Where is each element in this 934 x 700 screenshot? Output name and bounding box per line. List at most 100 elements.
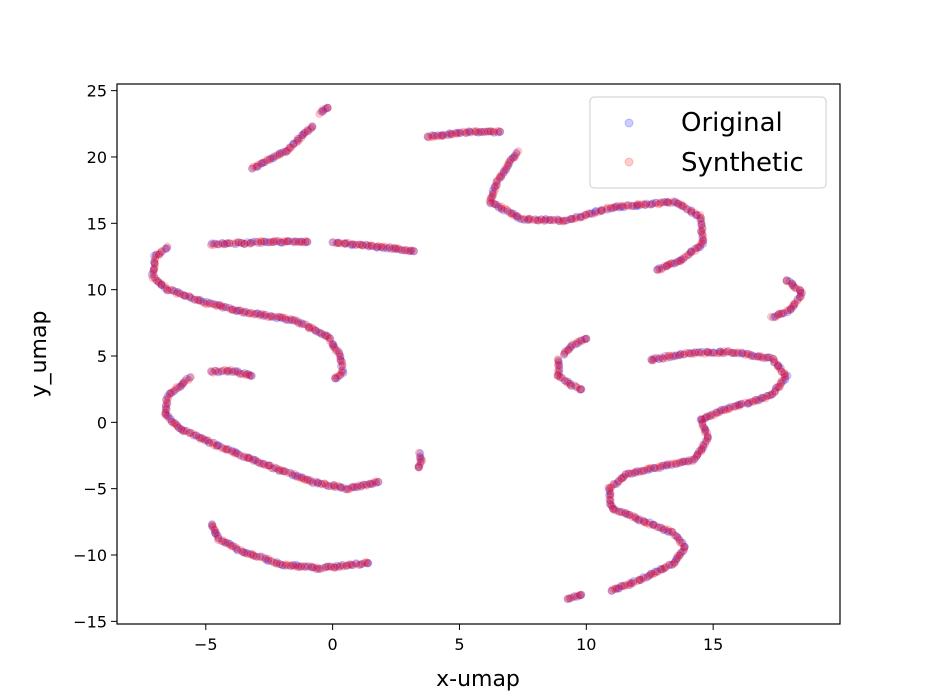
scatter-point [214, 368, 223, 377]
scatter-point [673, 533, 682, 542]
scatter-point [611, 202, 620, 211]
scatter-point [285, 561, 294, 570]
scatter-point [646, 465, 655, 474]
scatter-point [623, 510, 632, 519]
scatter-point [333, 372, 342, 381]
scatter-point [770, 356, 779, 365]
scatter-point [717, 348, 726, 357]
scatter-point [781, 372, 790, 381]
scatter-point [290, 316, 299, 325]
scatter-point [202, 300, 211, 309]
scatter-point [250, 310, 259, 319]
scatter-point [277, 314, 286, 323]
scatter-point [577, 385, 586, 394]
scatter-point [282, 315, 291, 324]
scatter-point [258, 158, 267, 167]
scatter-point [629, 577, 638, 586]
scatter-point [234, 238, 243, 247]
scatter-point [164, 412, 173, 421]
scatter-point [537, 215, 546, 224]
scatter-point [179, 426, 188, 435]
scatter-point [324, 481, 333, 490]
scatter-point [610, 480, 619, 489]
scatter-point [567, 381, 576, 390]
scatter-point [664, 528, 673, 537]
scatter-point [326, 334, 335, 343]
scatter-point [605, 491, 614, 500]
scatter-point [686, 248, 695, 257]
scatter-point [250, 455, 259, 464]
scatter-point [690, 349, 699, 358]
scatter-point [324, 333, 333, 342]
scatter-point [336, 356, 345, 365]
scatter-point [652, 198, 661, 207]
scatter-point [775, 364, 784, 373]
scatter-point [295, 237, 304, 246]
scatter-point [621, 470, 630, 479]
scatter-point [416, 449, 425, 458]
scatter-point [210, 239, 219, 248]
scatter-point [190, 295, 199, 304]
scatter-point [294, 134, 303, 143]
scatter-point [212, 442, 221, 451]
scatter-point [609, 204, 618, 213]
scatter-point [173, 288, 182, 297]
scatter-point [436, 131, 445, 140]
scatter-point [300, 128, 309, 137]
scatter-point [253, 309, 262, 318]
scatter-point [163, 286, 172, 295]
scatter-point [233, 306, 242, 315]
scatter-point [770, 358, 779, 367]
scatter-point [323, 103, 332, 113]
scatter-point [213, 300, 222, 309]
scatter-point [692, 348, 701, 357]
scatter-point [326, 563, 335, 572]
scatter-point [246, 309, 255, 318]
scatter-point [659, 526, 668, 535]
scatter-point [151, 250, 160, 259]
scatter-point [311, 477, 320, 486]
scatter-point [349, 240, 358, 249]
scatter-point [300, 129, 309, 138]
scatter-point [247, 371, 256, 380]
scatter-point [672, 258, 681, 267]
scatter-point [766, 353, 775, 362]
scatter-point [745, 398, 754, 407]
scatter-point [313, 565, 322, 574]
scatter-point [488, 192, 497, 201]
scatter-point [170, 287, 179, 296]
scatter-point [155, 250, 164, 259]
scatter-point [607, 203, 616, 212]
scatter-point [731, 348, 740, 357]
scatter-point [182, 374, 191, 383]
scatter-point [568, 340, 577, 349]
scatter-point [213, 533, 222, 542]
scatter-point [429, 131, 438, 140]
scatter-point [492, 177, 501, 186]
scatter-point [196, 295, 205, 304]
scatter-point [176, 382, 185, 391]
scatter-point [513, 213, 522, 222]
scatter-point [716, 347, 725, 356]
scatter-point [329, 238, 338, 247]
scatter-point [280, 237, 289, 246]
scatter-point [597, 206, 606, 215]
scatter-point [346, 240, 355, 249]
scatter-point [798, 288, 807, 297]
scatter-point [490, 200, 499, 209]
scatter-point [763, 391, 772, 400]
scatter-point [459, 127, 468, 136]
scatter-point [279, 147, 288, 156]
x-tick-label: 0 [328, 635, 338, 654]
scatter-point [647, 355, 656, 364]
scatter-point [554, 356, 563, 365]
scatter-point [617, 508, 626, 517]
scatter-point [491, 184, 500, 193]
scatter-point [576, 336, 585, 345]
scatter-point [362, 240, 371, 249]
scatter-point [782, 276, 791, 285]
scatter-point [267, 464, 276, 473]
scatter-point [167, 285, 176, 294]
scatter-point [257, 459, 266, 468]
scatter-point [621, 581, 630, 590]
